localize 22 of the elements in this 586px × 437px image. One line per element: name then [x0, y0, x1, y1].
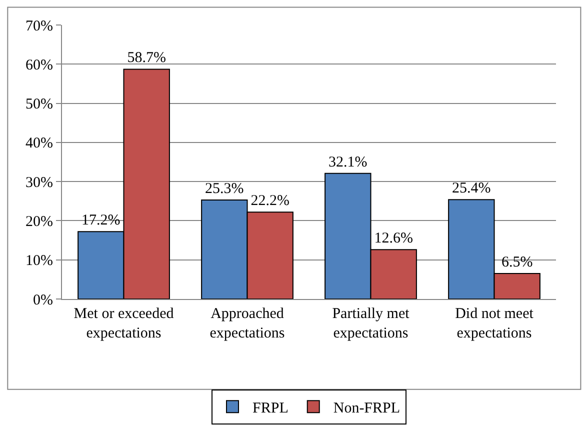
text: 22.2%	[250, 193, 290, 210]
y-tick-label: 60%	[26, 57, 53, 74]
y-tick-label: 70%	[26, 18, 53, 34]
y-tick-label: 50%	[26, 96, 53, 113]
legend-label: FRPL	[252, 400, 288, 417]
x-tick-label: Did not meet expectations	[455, 306, 534, 342]
y-tick-label: 10%	[26, 253, 53, 270]
y-tick-label: 40%	[26, 136, 53, 152]
text: 17.2%	[82, 212, 120, 229]
x-tick-label: Partially met expectations	[332, 306, 410, 342]
y-tick-label: 20%	[26, 214, 53, 230]
text: 12.6%	[374, 230, 413, 247]
text: 58.7%	[127, 50, 166, 66]
legend-label: Non-FRPL	[333, 400, 400, 417]
text: 25.4%	[452, 180, 491, 197]
x-tick-label: Met or exceeded expectations	[74, 306, 174, 342]
text: 25.3%	[205, 180, 244, 197]
y-tick-label: 30%	[26, 174, 53, 191]
text: 6.5%	[501, 254, 533, 271]
y-tick-label: 0%	[33, 292, 53, 308]
text: 32.1%	[328, 154, 368, 170]
x-tick-label: Approached expectations	[210, 306, 285, 342]
